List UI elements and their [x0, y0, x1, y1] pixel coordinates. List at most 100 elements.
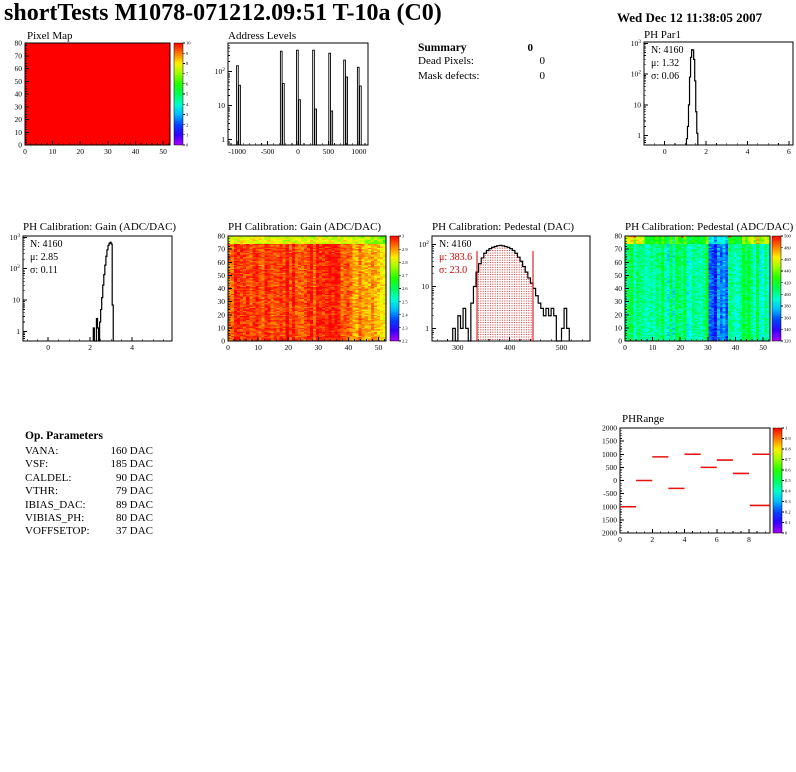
- summary-row: Dead Pixels: 0: [418, 54, 545, 69]
- address-levels-panel: -1000 -500 0 500 1000 1 10 102 Address Levels: [210, 28, 395, 168]
- ph-range-ytick: -500: [603, 489, 617, 498]
- gain-hist-frame: [22, 235, 173, 342]
- ph-par1-xtick: 4: [746, 147, 750, 156]
- ph-range-ytick: 0: [613, 476, 617, 485]
- pedestal-hist-ytick: 10: [422, 282, 430, 291]
- pixel-map-ytick: 60: [15, 64, 23, 73]
- pedestal-map-xtick: 20: [676, 343, 684, 352]
- ph-range-ztick: 0.2: [785, 510, 791, 515]
- address-levels-xtick: -500: [261, 147, 275, 156]
- pedestal-map-ytick: 50: [615, 271, 623, 280]
- pixel-map-ztick: 1: [186, 133, 188, 138]
- pixel-map-ztick: 9: [186, 51, 189, 56]
- gain-map-colorbar: [389, 235, 400, 342]
- address-levels-ytick: 1: [221, 135, 225, 144]
- gain-map-ztick: 2.9: [402, 247, 408, 252]
- op-parameter-value: 90 DAC: [116, 471, 153, 484]
- ph-range-ytick: 1500: [602, 437, 617, 446]
- pixel-map-ytick: 80: [15, 39, 23, 48]
- pixel-map-xtick: 30: [104, 147, 112, 156]
- op-parameters-rows: VANA: 160 DAC VSF: 185 DAC CALDEL: 90 DAC VTHR…: [25, 445, 153, 539]
- op-parameter-row: CALDEL: 90 DAC: [25, 472, 153, 485]
- summary-value: 0: [539, 70, 546, 82]
- address-levels-ytick: 102: [215, 67, 226, 76]
- op-parameter-label: VSF:: [25, 458, 49, 471]
- gain-hist-title: PH Calibration: Gain (ADC/DAC): [23, 221, 176, 233]
- ph-range-ztick: 0.4: [785, 489, 791, 494]
- pedestal-hist-xtick: 300: [452, 343, 464, 352]
- address-levels-bar: [330, 110, 334, 146]
- summary-value: 0: [539, 55, 546, 67]
- gain-map-ztick: 2.5: [402, 299, 408, 304]
- address-levels-ytick: 10: [218, 101, 226, 110]
- gain-map-ztick: 3: [402, 234, 405, 239]
- gain-map-ytick: 0: [221, 337, 225, 346]
- pedestal-map-ytick: 10: [615, 323, 623, 332]
- pixel-map-colorbar: [173, 42, 184, 146]
- gain-hist-stat-1: μ: 2.85: [30, 252, 58, 263]
- op-parameters-title: Op. Parameters: [25, 430, 103, 442]
- gain-hist-ytick: 1: [16, 327, 20, 336]
- pixel-map-xtick: 50: [159, 147, 167, 156]
- pixel-map-ytick: 0: [18, 141, 22, 150]
- pedestal-hist-histogram-line: [452, 244, 570, 342]
- pixel-map-frame: [24, 42, 171, 146]
- address-levels-bar: [359, 85, 362, 146]
- gain-map-heatmap: [228, 236, 386, 341]
- pedestal-map-ztick: 360: [784, 315, 792, 320]
- ph-range-ytick: 1500: [602, 515, 617, 524]
- gain-map-xtick: 20: [284, 343, 292, 352]
- address-levels-bar: [298, 99, 301, 146]
- gain-map-ztick: 2.4: [402, 312, 408, 317]
- gain-hist-ytick: 102: [10, 264, 21, 273]
- ph-range-xtick: 0: [618, 535, 622, 544]
- summary-label: Mask defects:: [418, 70, 480, 82]
- pixel-map-ztick: 2: [186, 122, 188, 127]
- op-parameter-label: CALDEL:: [25, 471, 72, 484]
- gain-map-ytick: 80: [218, 232, 226, 241]
- pedestal-map-ytick: 80: [615, 232, 623, 241]
- ph-par1-ytick: 102: [631, 70, 642, 79]
- ph-par1-panel: 0 2 4 6 1 10 102 103 N: 4160 μ: 1.32 σ: 0.06 PH Par…: [610, 28, 796, 168]
- pixel-map-ztick: 8: [186, 61, 189, 66]
- ph-par1-stat-0: N: 4160: [651, 45, 684, 56]
- ph-par1-xtick: 2: [704, 147, 708, 156]
- ph-range-ztick: 0.3: [785, 499, 791, 504]
- pedestal-map-xtick: 40: [732, 343, 740, 352]
- pedestal-map-ztick: 460: [784, 257, 792, 262]
- gain-map-title: PH Calibration: Gain (ADC/DAC): [228, 221, 381, 233]
- pixel-map-ztick: 10: [186, 41, 191, 46]
- pedestal-map-ztick: 420: [784, 280, 792, 285]
- gain-hist-xtick: 4: [130, 343, 134, 352]
- ph-par1-stat-2: σ: 0.06: [651, 71, 679, 82]
- gain-map-svg: 0 10 20 30 40 50 0 10 20 30 40 50 60 70 80 2.2 2.3 2.4 2.5…: [218, 221, 409, 352]
- op-parameter-value: 185 DAC: [110, 458, 153, 471]
- address-levels-svg: -1000 -500 0 500 1000 1 10 102 Address Levels: [215, 30, 369, 156]
- op-parameter-label: VANA:: [25, 445, 59, 457]
- address-levels-bar: [345, 76, 348, 146]
- summary-total: 0: [527, 42, 534, 54]
- gain-map-ztick: 2.8: [402, 260, 408, 265]
- pedestal-map-ztick: 320: [784, 339, 792, 344]
- ph-range-xtick: 4: [683, 535, 687, 544]
- gain-hist-xtick: 2: [88, 343, 92, 352]
- pixel-map-xtick: 20: [76, 147, 84, 156]
- ph-range-panel: 0 2 4 6 8 2000 1500 1000 500 0 -500 1000 1500 2000 0 0.…: [600, 405, 796, 555]
- gain-map-ztick: 2.6: [402, 286, 408, 291]
- op-parameter-label: VIBIAS_PH:: [25, 512, 85, 525]
- ph-range-ztick: 1: [785, 426, 787, 431]
- ph-par1-xtick: 6: [787, 147, 791, 156]
- ph-range-ztick: 0.5: [785, 478, 791, 483]
- ph-range-ztick: 0.1: [785, 520, 791, 525]
- address-levels-xtick: -1000: [228, 147, 246, 156]
- ph-range-colorbar: [772, 427, 783, 534]
- ph-par1-ytick: 1: [637, 131, 641, 140]
- pedestal-map-ztick: 340: [784, 327, 792, 332]
- address-levels-xtick: 500: [323, 147, 335, 156]
- pedestal-map-ztick: 380: [784, 304, 792, 309]
- op-parameter-value: 160 DAC: [110, 445, 153, 457]
- op-parameter-row: VSF: 185 DAC: [25, 458, 153, 471]
- address-levels-bar: [282, 83, 285, 146]
- ph-range-xtick: 2: [650, 535, 654, 544]
